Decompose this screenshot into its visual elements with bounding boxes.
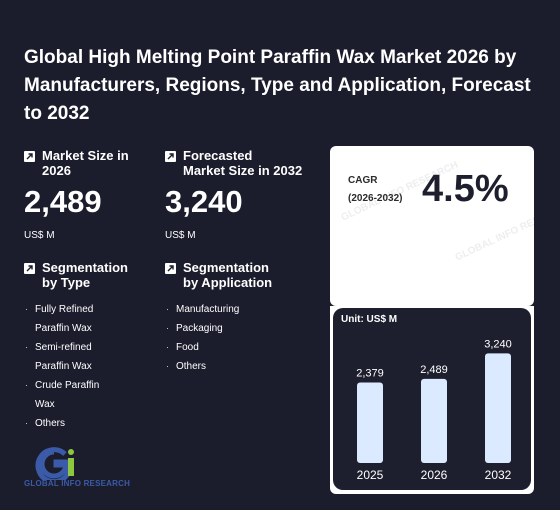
bar-2026 xyxy=(421,378,447,463)
list-item: · Others xyxy=(166,361,207,372)
list-item: · Packaging xyxy=(166,323,223,334)
list-item: · Semi-refined Paraffin Wax xyxy=(25,342,92,372)
segmentation-application-block: Segmentation by Application · Manufacturi… xyxy=(165,260,272,376)
forecast-label: Forecasted Market Size in 2032 xyxy=(183,148,303,178)
cagr-card: GLOBAL INFO RESEARCH GLOBAL INFO RESEARC… xyxy=(330,146,534,306)
segmentation-type-block: Segmentation by Type · Fully Refined Paraf… xyxy=(24,260,128,433)
bar-2032 xyxy=(485,353,511,463)
chart-unit-label: Unit: US$ M xyxy=(341,314,398,325)
list-item: · Crude Paraffin Wax xyxy=(25,380,100,410)
chart-plot: 2,379 2025 2,489 2026 3,240 2032 xyxy=(356,338,512,482)
forecast-unit: US$ M xyxy=(165,230,196,241)
bar-2025 xyxy=(357,382,383,463)
list-item: · Manufacturing xyxy=(166,304,240,315)
arrow-up-right-icon xyxy=(165,263,176,274)
cagr-value: 4.5% xyxy=(422,168,509,210)
list-item: · Others xyxy=(25,418,66,429)
arrow-up-right-icon xyxy=(24,263,35,274)
segmentation-type-label: Segmentation by Type xyxy=(42,260,128,290)
market-size-label: Market Size in 2026 xyxy=(42,148,129,178)
market-size-value: 2,489 xyxy=(24,184,102,219)
data-label: 2,489 xyxy=(420,364,448,376)
x-tick-label: 2032 xyxy=(485,468,512,482)
data-label: 2,379 xyxy=(356,368,384,380)
bar-chart: Unit: US$ M 2,379 2025 2,489 2026 3,240 2032 xyxy=(333,308,531,490)
type-list: · Fully Refined Paraffin Wax · Semi-refined… xyxy=(24,300,128,433)
list-item: · Fully Refined Paraffin Wax xyxy=(25,304,94,334)
arrow-up-right-icon xyxy=(165,151,176,162)
forecast-value: 3,240 xyxy=(165,184,243,219)
market-size-block: Market Size in 2026 2,489 US$ M xyxy=(24,148,129,241)
cagr-label: CAGR (2026-2032) xyxy=(348,175,403,204)
company-logo: GLOBAL INFO RESEARCH xyxy=(24,446,144,492)
x-tick-label: 2025 xyxy=(357,468,384,482)
forecast-block: Forecasted Market Size in 2032 3,240 US$… xyxy=(165,148,302,241)
page-title: Global High Melting Point Paraffin Wax M… xyxy=(24,47,531,124)
data-label: 3,240 xyxy=(484,338,512,350)
application-list: · Manufacturing · Packaging · Food · Others xyxy=(165,300,272,376)
logo-mark-icon xyxy=(35,447,74,485)
x-tick-label: 2026 xyxy=(421,468,448,482)
arrow-up-right-icon xyxy=(24,151,35,162)
segmentation-application-label: Segmentation by Application xyxy=(183,260,273,290)
market-size-unit: US$ M xyxy=(24,230,55,241)
logo-text: GLOBAL INFO RESEARCH xyxy=(24,479,131,488)
list-item: · Food xyxy=(166,342,199,353)
